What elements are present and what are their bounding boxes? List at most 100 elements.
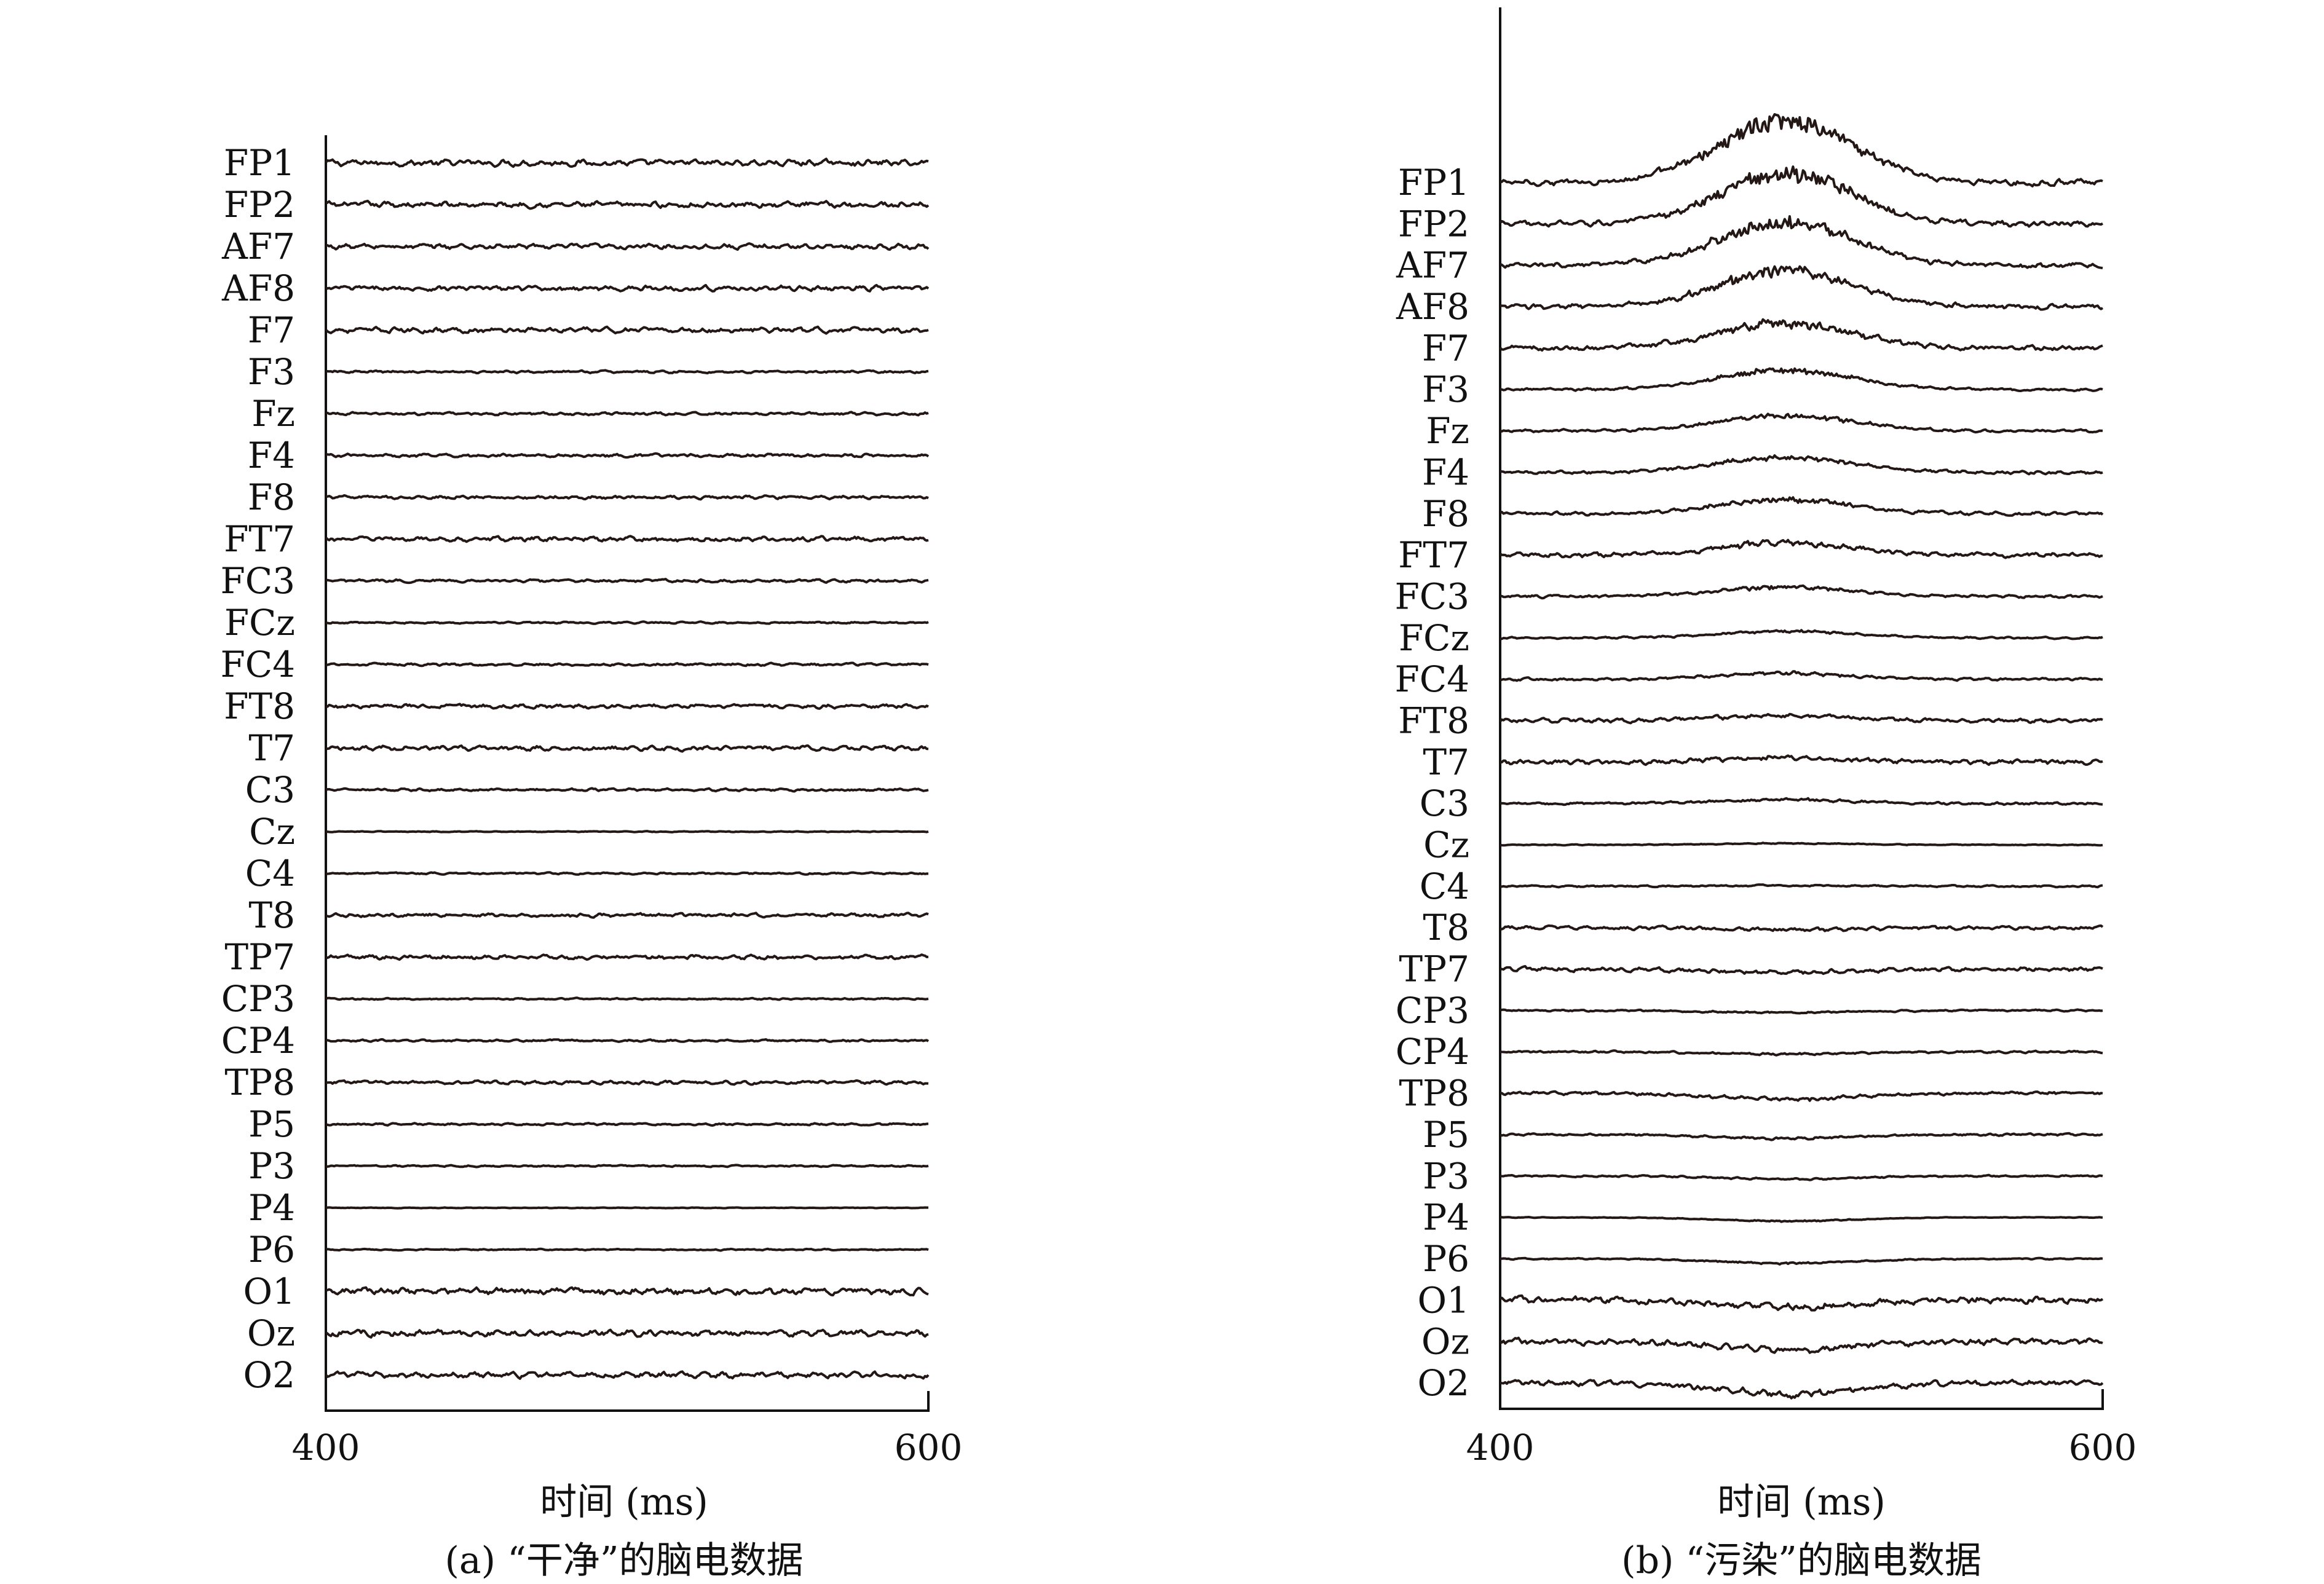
trace-o1: [325, 1286, 929, 1297]
trace-oz: [1499, 1336, 2103, 1354]
channel-label-f7: F7: [1422, 327, 1469, 369]
trace-tp7: [325, 953, 929, 961]
trace-fz: [1500, 412, 2103, 434]
panel-caption: (a) “干净”的脑电数据: [445, 1539, 804, 1582]
trace-tp8: [1500, 1090, 2103, 1102]
contaminated-eeg-chart: 400 600 FP1FP2AF7AF8F7F3FzF4F8FT7FC3FCzFC4…: [1394, 7, 2137, 1468]
trace-p3: [1500, 1173, 2103, 1181]
channel-label-c4: C4: [1420, 865, 1469, 907]
trace-t8: [325, 912, 929, 919]
channel-label-t8: T8: [1423, 907, 1469, 948]
trace-c4: [1500, 883, 2103, 889]
trace-ft8: [1499, 712, 2103, 725]
trace-cp4: [325, 1038, 930, 1043]
channel-label-t7: T7: [248, 727, 295, 769]
channel-label-cp4: CP4: [1396, 1031, 1469, 1073]
trace-cz: [325, 830, 929, 833]
trace-f7: [325, 325, 929, 335]
trace-p3: [325, 1164, 929, 1168]
channel-label-oz: Oz: [1421, 1321, 1469, 1363]
channel-label-f4: F4: [248, 435, 295, 476]
trace-fp2: [1499, 165, 2103, 228]
channel-label-c3: C3: [245, 769, 295, 811]
channel-label-o2: O2: [243, 1354, 295, 1396]
channel-label-f3: F3: [1422, 369, 1469, 411]
channel-label-fc4: FC4: [220, 644, 295, 685]
trace-ft7: [1499, 538, 2103, 559]
trace-f4: [1500, 454, 2103, 476]
channel-label-fcz: FCz: [1399, 617, 1469, 659]
channel-label-p4: P4: [1423, 1197, 1469, 1239]
trace-af7: [326, 242, 930, 251]
trace-f8: [1500, 496, 2104, 517]
channel-label-p3: P3: [248, 1145, 295, 1187]
channel-label-tp8: TP8: [224, 1062, 295, 1103]
channel-label-tp8: TP8: [1399, 1073, 1469, 1114]
channel-label-fc3: FC3: [220, 560, 295, 602]
trace-c3: [325, 787, 929, 793]
trace-cp4: [1500, 1049, 2103, 1057]
trace-fp1: [325, 157, 929, 168]
channel-label-f7: F7: [248, 309, 295, 351]
axis-frame: [325, 135, 930, 1412]
channel-label-o1: O1: [243, 1271, 295, 1312]
axis-frame: [1499, 7, 2104, 1410]
trace-p4: [325, 1206, 928, 1210]
trace-p5: [325, 1122, 928, 1127]
channel-label-o1: O1: [1418, 1279, 1469, 1321]
x-axis-title: 时间 (ms): [1717, 1481, 1886, 1524]
trace-t8: [1500, 924, 2104, 932]
channel-label-p6: P6: [1423, 1238, 1469, 1280]
channel-label-ft8: FT8: [224, 685, 295, 727]
trace-c4: [325, 871, 928, 876]
channel-label-tp7: TP7: [224, 936, 295, 978]
channel-label-f8: F8: [1422, 493, 1469, 535]
trace-t7: [325, 744, 929, 753]
trace-fc4: [325, 661, 929, 668]
channel-label-f4: F4: [1422, 451, 1469, 493]
trace-p4: [1500, 1216, 2103, 1223]
trace-af7: [1500, 215, 2103, 270]
x-tick-label-start: 400: [1466, 1427, 1535, 1468]
channel-label-cp3: CP3: [221, 978, 295, 1020]
channel-label-p4: P4: [248, 1187, 295, 1229]
trace-f8: [325, 494, 929, 501]
trace-tp8: [325, 1079, 929, 1086]
trace-ft7: [325, 535, 929, 543]
channel-label-c3: C3: [1420, 782, 1469, 824]
channel-label-fz: Fz: [251, 393, 295, 435]
trace-o2: [1500, 1379, 2104, 1400]
trace-p6: [1500, 1256, 2103, 1266]
trace-fz: [325, 411, 929, 417]
channel-label-ft7: FT7: [1398, 534, 1469, 576]
channel-label-fz: Fz: [1426, 410, 1469, 452]
trace-fc3: [325, 578, 929, 585]
trace-fcz: [1500, 629, 2103, 640]
channel-label-p5: P5: [248, 1103, 295, 1145]
channel-label-tp7: TP7: [1399, 948, 1469, 990]
trace-p5: [1500, 1132, 2103, 1141]
trace-f7: [1499, 318, 2103, 352]
trace-c3: [1500, 797, 2103, 806]
channel-label-af7: AF7: [1396, 245, 1469, 286]
trace-fc3: [1500, 584, 2103, 600]
trace-t7: [1500, 754, 2103, 766]
trace-fc4: [1500, 670, 2103, 682]
x-tick-label-end: 600: [2069, 1427, 2137, 1468]
channel-label-cz: Cz: [1423, 824, 1469, 866]
trace-f4: [325, 452, 930, 459]
channel-label-cp3: CP3: [1396, 990, 1469, 1031]
channel-label-fp1: FP1: [1398, 162, 1469, 203]
clean-eeg-chart: 400 600 FP1FP2AF7AF8F7F3FzF4F8FT7FC3FCzFC4…: [220, 135, 963, 1468]
panel-caption: (b) “污染”的脑电数据: [1621, 1539, 1982, 1582]
channel-label-fp1: FP1: [224, 142, 295, 184]
channel-label-fcz: FCz: [224, 602, 295, 644]
channel-label-f3: F3: [248, 351, 295, 393]
trace-cp3: [1500, 1008, 2103, 1015]
channel-label-oz: Oz: [247, 1312, 295, 1354]
x-tick-label-end: 600: [895, 1427, 963, 1468]
trace-p6: [325, 1247, 929, 1252]
channel-label-t7: T7: [1423, 741, 1469, 783]
x-tick-label-start: 400: [292, 1427, 360, 1468]
trace-o2: [325, 1370, 930, 1380]
